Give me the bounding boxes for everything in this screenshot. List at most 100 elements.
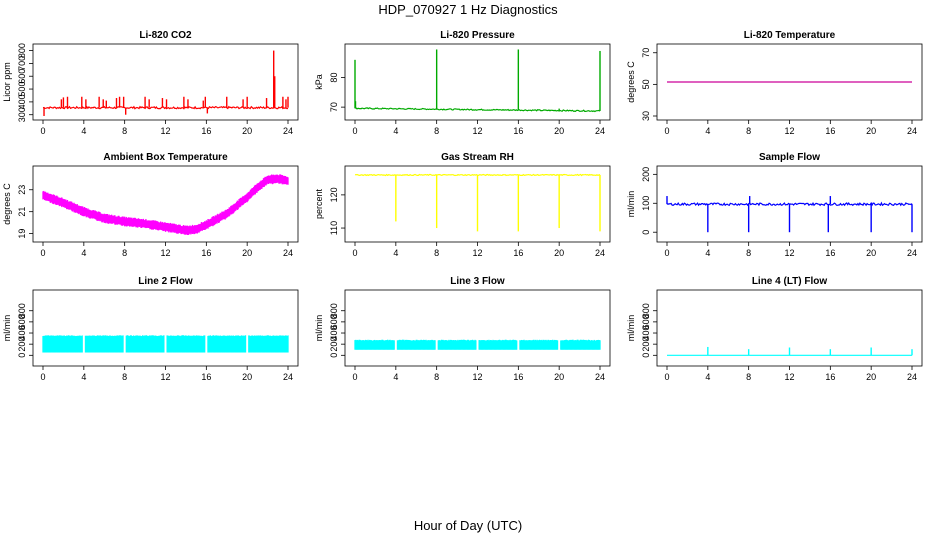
y-tick-label: 0 (641, 353, 651, 358)
series (354, 173, 601, 232)
y-tick-label: 200 (641, 167, 651, 182)
panel-title: Line 3 Flow (450, 276, 505, 287)
x-tick-label: 4 (393, 126, 398, 136)
panel-title: Ambient Box Temperature (103, 152, 228, 163)
figure-title: HDP_070927 1 Hz Diagnostics (378, 2, 558, 17)
y-tick-label: 600 (17, 69, 27, 84)
y-tick-label: 200 (641, 337, 651, 352)
y-tick-label: 600 (641, 314, 651, 329)
x-tick-label: 4 (81, 126, 86, 136)
y-tick-label: 400 (17, 326, 27, 341)
panel-title: Gas Stream RH (441, 152, 514, 163)
x-tick-label: 4 (81, 372, 86, 382)
x-tick-label: 4 (705, 372, 710, 382)
y-tick-label: 400 (641, 326, 651, 341)
y-tick-label: 800 (641, 303, 651, 318)
y-tick-label: 300 (17, 107, 27, 122)
x-tick-label: 16 (513, 372, 523, 382)
series (666, 196, 913, 233)
panel-6: Sample Flow ml/min 0 4 8 12 16 20 24 0 100 200 (626, 152, 923, 258)
x-tick-label: 8 (434, 372, 439, 382)
x-tick-label: 24 (595, 126, 605, 136)
y-tick-label: 70 (641, 48, 651, 58)
x-tick-label: 12 (472, 248, 482, 258)
y-tick-label: 23 (17, 185, 27, 195)
y-axis-label: kPa (314, 74, 324, 90)
y-tick-label: 21 (17, 207, 27, 217)
series (354, 49, 601, 113)
x-tick-label: 16 (825, 248, 835, 258)
series (42, 50, 289, 116)
series (354, 339, 601, 350)
panel-title: Li-820 Pressure (440, 30, 515, 41)
x-tick-label: 0 (664, 248, 669, 258)
x-tick-label: 8 (122, 248, 127, 258)
x-tick-label: 24 (907, 372, 917, 382)
y-axis-label: degrees C (626, 61, 636, 103)
x-tick-label: 20 (866, 126, 876, 136)
x-tick-label: 16 (825, 126, 835, 136)
y-tick-label: 110 (329, 221, 339, 235)
y-tick-label: 0 (17, 353, 27, 358)
y-axis-label: ml/min (2, 315, 12, 342)
x-tick-label: 20 (242, 248, 252, 258)
x-tick-label: 20 (866, 248, 876, 258)
plot-frame (32, 43, 299, 121)
y-tick-label: 0 (641, 230, 651, 235)
panel-title: Line 4 (LT) Flow (752, 276, 828, 287)
x-tick-label: 12 (784, 372, 794, 382)
y-tick-label: 800 (17, 303, 27, 318)
x-tick-label: 4 (81, 248, 86, 258)
panel-4: Ambient Box Temperature degrees C 0 4 8 12 16 2… (2, 152, 299, 258)
y-tick-label: 600 (329, 314, 339, 329)
x-tick-label: 16 (513, 248, 523, 258)
x-tick-label: 4 (393, 248, 398, 258)
y-tick-label: 200 (329, 337, 339, 352)
x-tick-label: 24 (283, 248, 293, 258)
y-tick-label: 800 (329, 303, 339, 318)
x-tick-label: 12 (472, 126, 482, 136)
x-tick-label: 24 (283, 372, 293, 382)
y-tick-label: 200 (17, 337, 27, 352)
x-tick-label: 0 (352, 248, 357, 258)
y-axis-label: degrees C (2, 183, 12, 225)
figure-x-axis-label: Hour of Day (UTC) (413, 518, 523, 533)
x-tick-label: 24 (283, 126, 293, 136)
plot-frame (344, 289, 611, 367)
x-tick-label: 20 (866, 372, 876, 382)
x-tick-label: 20 (554, 126, 564, 136)
x-tick-label: 20 (554, 248, 564, 258)
x-tick-label: 16 (825, 372, 835, 382)
x-tick-label: 0 (40, 126, 45, 136)
y-tick-label: 700 (17, 56, 27, 71)
y-tick-label: 600 (17, 314, 27, 329)
y-axis-label: ml/min (626, 315, 636, 342)
x-tick-label: 12 (160, 372, 170, 382)
panel-3: Li-820 Temperature degrees C 0 4 8 12 16 20 24 30… (626, 30, 923, 136)
y-axis-label: ml/min (626, 191, 636, 218)
x-tick-label: 12 (784, 126, 794, 136)
series-line (42, 105, 289, 110)
x-tick-label: 0 (40, 248, 45, 258)
x-tick-label: 16 (513, 126, 523, 136)
x-tick-label: 20 (242, 372, 252, 382)
y-tick-label: 800 (17, 43, 27, 58)
x-tick-label: 24 (907, 248, 917, 258)
x-tick-label: 20 (242, 126, 252, 136)
x-tick-label: 0 (40, 372, 45, 382)
x-tick-label: 0 (352, 372, 357, 382)
x-tick-label: 8 (122, 372, 127, 382)
x-tick-label: 4 (393, 372, 398, 382)
x-tick-label: 0 (664, 372, 669, 382)
y-tick-label: 100 (641, 196, 651, 211)
x-tick-label: 16 (201, 126, 211, 136)
panel-title: Li-820 Temperature (744, 30, 836, 41)
y-tick-label: 70 (329, 102, 339, 112)
panel-title: Line 2 Flow (138, 276, 193, 287)
x-tick-label: 8 (434, 126, 439, 136)
panel-title: Li-820 CO2 (139, 30, 192, 41)
x-tick-label: 8 (746, 372, 751, 382)
